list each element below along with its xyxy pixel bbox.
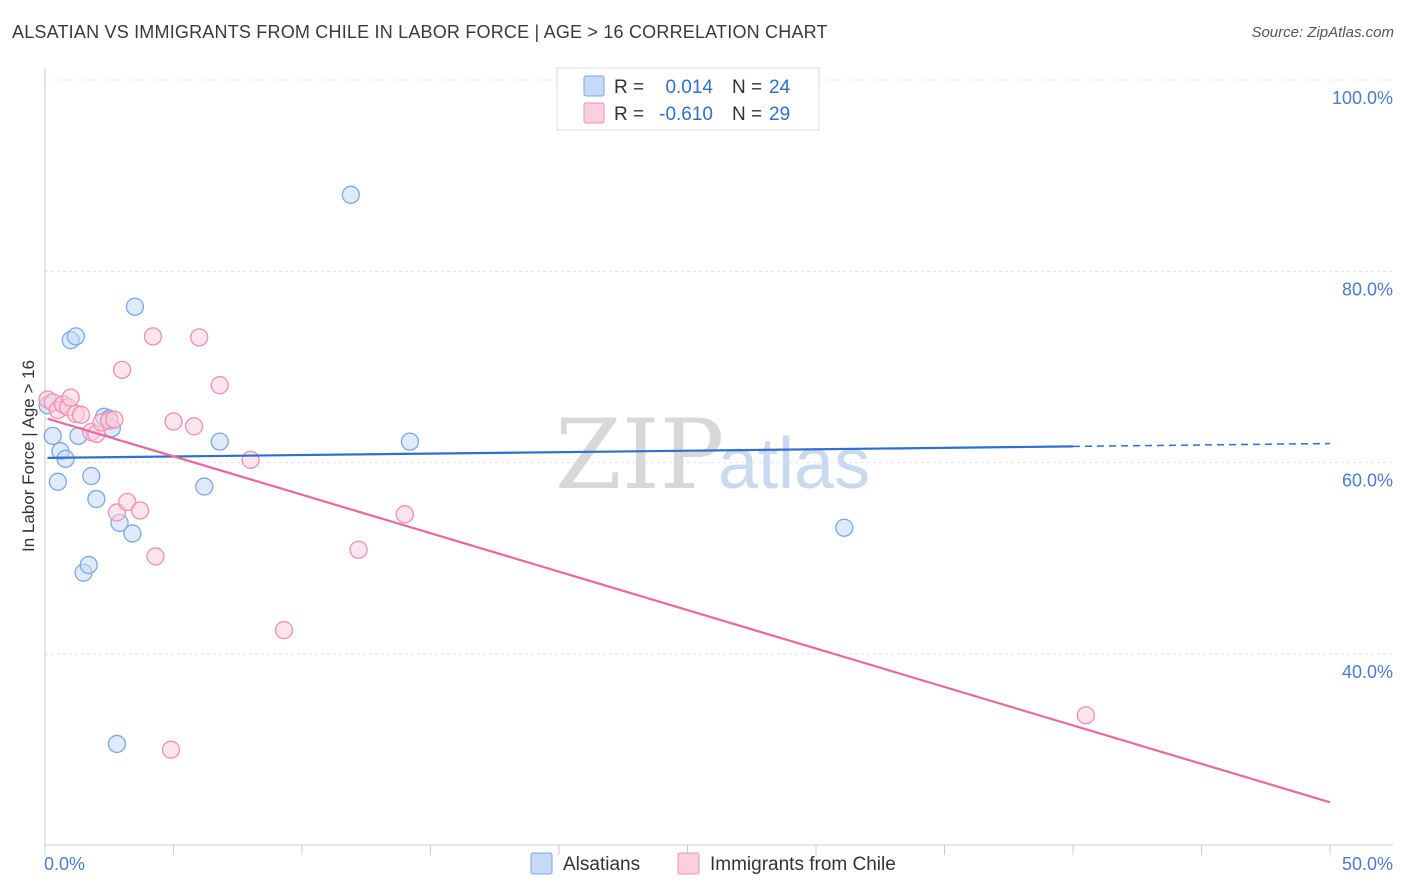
chile-point-25 (274, 620, 294, 640)
y-tick-label-100: 100.0% (1332, 88, 1393, 108)
legend-swatch-chile (583, 102, 605, 124)
y-axis-label: In Labor Force | Age > 16 (19, 360, 38, 552)
trend-lines (47, 417, 1331, 804)
watermark: ZIP atlas (555, 399, 870, 511)
alsatians-point-9 (79, 555, 98, 575)
chile-point-12 (105, 410, 124, 429)
alsatians-point-11 (87, 489, 106, 509)
gridlines (45, 79, 1393, 655)
legend-n-value-alsatians: 24 (769, 77, 791, 98)
axes (44, 68, 1393, 855)
alsatians-point-1 (43, 426, 62, 446)
legend-r-value-alsatians: 0.014 (665, 77, 713, 98)
watermark-atlas: atlas (718, 424, 870, 504)
alsatians-point-19 (195, 477, 214, 496)
alsatians-trend-line (47, 445, 1074, 459)
chile-point-7 (71, 405, 91, 424)
chile-point-24 (241, 450, 260, 469)
chart-title: ALSATIAN VS IMMIGRANTS FROM CHILE IN LAB… (12, 22, 828, 42)
legend-bottom-label-alsatians: Alsatians (563, 854, 640, 875)
chile-point-5 (61, 388, 80, 407)
y-tick-label-60: 60.0% (1342, 471, 1393, 491)
legend-r-label-alsatians: R = (614, 77, 644, 98)
legend-n-label-chile: N = (732, 104, 762, 125)
alsatians-point-15 (107, 734, 127, 754)
x-tick-label-max: 50.0% (1342, 854, 1393, 874)
y-tick-labels: 40.0% 60.0% 80.0% 100.0% (1332, 88, 1393, 682)
chile-points (38, 327, 1095, 759)
source-label: Source: ZipAtlas.com (1251, 24, 1394, 41)
alsatians-point-22 (400, 432, 420, 451)
legend-n-label-alsatians: N = (732, 77, 762, 98)
alsatians-point-20 (210, 432, 229, 451)
legend-r-value-chile: -0.610 (659, 104, 713, 125)
legend-bottom-swatch-chile (677, 852, 700, 875)
chile-point-21 (184, 417, 204, 436)
chile-trend-line (47, 417, 1331, 804)
alsatians-trend-line-extension (1072, 442, 1331, 448)
chile-point-28 (1076, 706, 1095, 725)
alsatians-point-21 (341, 185, 360, 204)
legend-n-value-chile: 29 (769, 104, 790, 125)
chile-point-16 (130, 501, 150, 520)
alsatians-point-18 (125, 297, 145, 316)
alsatians-point-2 (48, 472, 67, 491)
legend-top: R = 0.014 N = 24 R = -0.610 N = 29 (556, 67, 820, 131)
watermark-zip: ZIP (555, 399, 724, 511)
alsatians-point-10 (82, 466, 101, 486)
chile-point-26 (349, 540, 368, 559)
legend-bottom-swatch-alsatians (530, 852, 553, 875)
chile-point-14 (112, 360, 132, 380)
chile-point-27 (395, 505, 414, 524)
chile-point-15 (118, 492, 137, 512)
alsatians-point-6 (66, 327, 85, 346)
legend-r-label-chile: R = (614, 104, 644, 125)
y-tick-label-40: 40.0% (1342, 662, 1393, 682)
legend-swatch-alsatians (583, 75, 605, 97)
x-tick-label-min: 0.0% (44, 854, 85, 874)
chile-point-23 (210, 376, 229, 395)
chile-point-22 (190, 328, 209, 347)
alsatians-point-23 (835, 518, 854, 537)
chile-point-18 (143, 327, 163, 346)
legend-bottom: Alsatians Immigrants from Chile (530, 852, 896, 875)
y-tick-label-80: 80.0% (1342, 279, 1393, 299)
legend-bottom-label-chile: Immigrants from Chile (710, 854, 896, 875)
chile-point-19 (161, 740, 181, 759)
chile-point-17 (146, 547, 165, 566)
chile-point-20 (164, 412, 183, 431)
alsatians-point-17 (123, 524, 142, 543)
